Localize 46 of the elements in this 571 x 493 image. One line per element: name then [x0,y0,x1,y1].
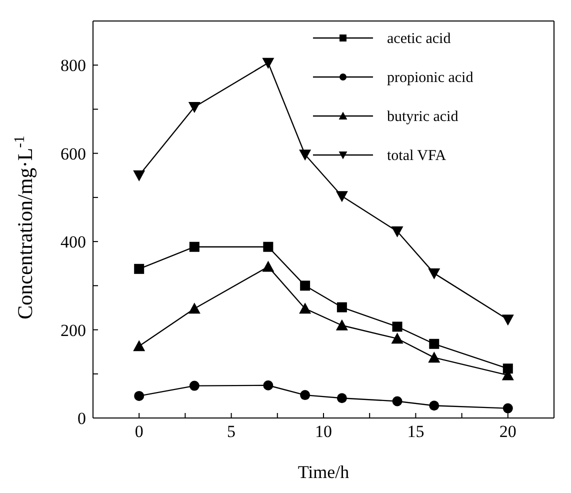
point [300,390,310,400]
legend-label: propionic acid [387,70,474,86]
point [133,170,146,182]
x-tick-label: 20 [499,422,516,442]
point [300,280,310,291]
y-tick-label: 200 [60,320,86,340]
point [262,58,274,69]
y-tick-label: 600 [60,144,86,164]
point [392,396,402,406]
point [299,150,312,161]
point [502,364,513,374]
x-tick-label: 10 [315,422,332,442]
point [299,302,312,314]
point [263,380,274,390]
point [133,340,146,352]
x-axis-title: Time/h [298,462,350,482]
point [392,322,402,332]
point [134,264,144,274]
x-tick-label: 15 [407,422,424,442]
point [391,332,404,344]
point [428,352,440,363]
point [391,226,404,238]
x-tick-label: 0 [134,422,144,442]
y-tick-label: 400 [60,232,86,252]
y-tick-label: 0 [78,409,86,428]
point [336,191,348,202]
point [263,242,274,252]
x-tick-label: 5 [227,422,236,442]
point [189,380,200,391]
point [336,393,347,404]
y-tick-label: 800 [60,56,86,76]
legend-label: butyric acid [387,109,459,125]
point [188,102,200,114]
point [336,319,348,330]
point [502,314,514,326]
point [262,260,274,272]
point [429,338,440,349]
point [189,242,200,252]
point [188,302,200,314]
point [429,400,440,411]
point [134,390,144,401]
point [502,403,513,414]
legend-label: acetic acid [387,31,452,47]
point [428,268,440,280]
legend-label: total VFA [387,148,446,164]
point [336,302,347,312]
